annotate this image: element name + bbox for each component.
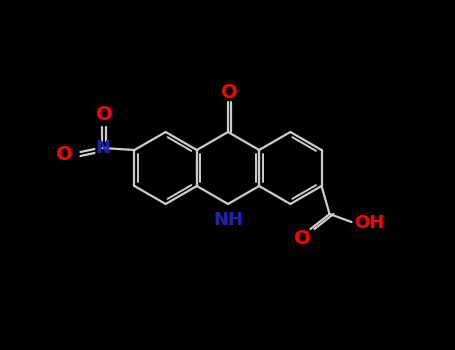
Text: NH: NH (213, 211, 243, 229)
Text: N: N (95, 139, 110, 157)
Text: OH: OH (354, 214, 384, 232)
Text: O: O (294, 230, 311, 248)
Text: O: O (221, 83, 238, 102)
Text: O: O (56, 145, 73, 163)
Text: O: O (96, 105, 112, 125)
